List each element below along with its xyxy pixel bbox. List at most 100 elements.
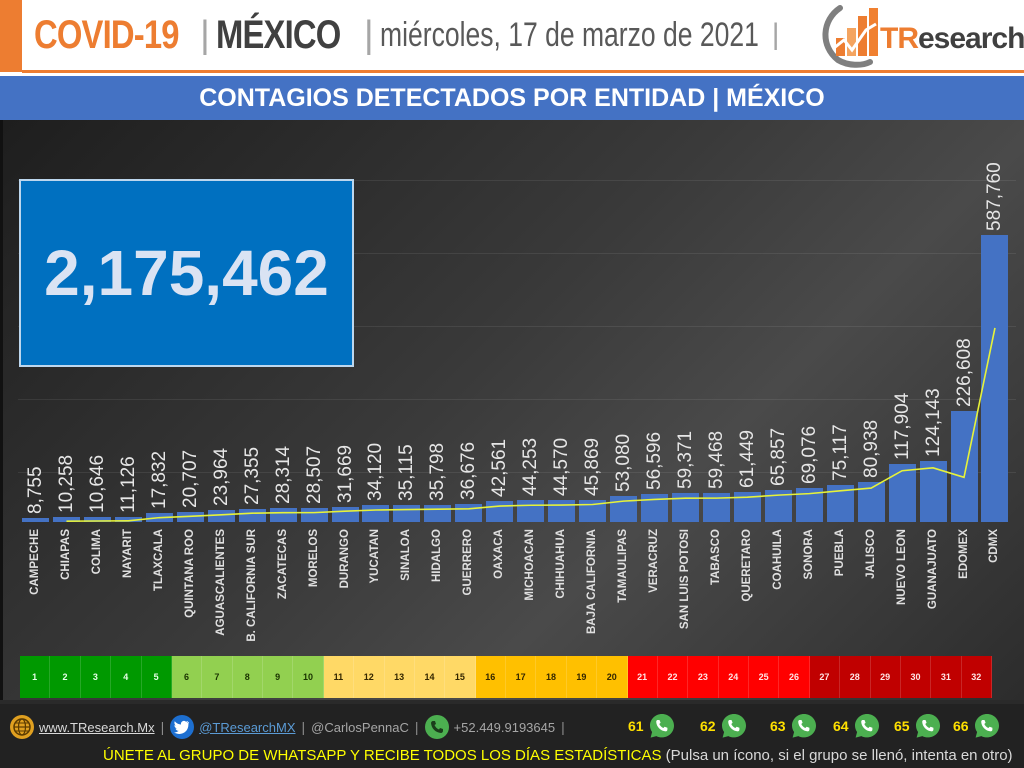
bar (517, 500, 545, 522)
whatsapp-icon[interactable] (790, 712, 818, 740)
rank-cell: 19 (566, 656, 598, 698)
bar (455, 504, 483, 522)
gridline (18, 180, 1016, 181)
footer-separator: | (301, 719, 306, 735)
whatsapp-icon[interactable] (914, 712, 942, 740)
category-label: AGUASCALIENTES (214, 529, 227, 636)
bar-value-label: 587,760 (984, 162, 1006, 231)
bar (300, 508, 328, 522)
logo-wordmark-rest: esearch (918, 22, 1024, 55)
whatsapp-icon[interactable] (853, 712, 881, 740)
globe-icon (10, 715, 34, 739)
twitter-handle-secondary[interactable]: @CarlosPennaC (311, 719, 409, 735)
category-label: B. CALIFORNIA SUR (245, 529, 258, 642)
title-separator: | (771, 18, 780, 51)
bar (857, 482, 885, 522)
rank-cell: 3 (80, 656, 112, 698)
whatsapp-group-button[interactable]: 64 (833, 712, 881, 740)
bar-value-label: 35,115 (396, 444, 418, 501)
rank-cell: 17 (506, 656, 537, 698)
category-label: NAYARIT (121, 529, 134, 578)
bar-value-label: 65,857 (767, 427, 789, 486)
bar-value-label: 56,596 (644, 432, 665, 491)
rank-cell: 14 (414, 656, 446, 698)
bar (114, 516, 142, 522)
bar-value-label: 10,646 (86, 454, 108, 513)
category-label: MORELOS (307, 529, 320, 588)
bar (919, 461, 947, 522)
phone-icon (424, 715, 449, 739)
bar-value-label: 117,904 (891, 393, 913, 461)
rank-cell: 15 (445, 656, 476, 698)
category-label: VERACRUZ (648, 529, 660, 593)
bar-value-label: 35,798 (427, 442, 449, 501)
rank-cell: 26 (779, 656, 810, 698)
whatsapp-group-button[interactable]: 65 (894, 712, 942, 740)
whatsapp-group-button[interactable]: 62 (700, 712, 748, 740)
whatsapp-group-button[interactable]: 61 (628, 712, 676, 740)
total-cases-value: 2,175,462 (44, 237, 329, 309)
chart-title: CONTAGIOS DETECTADOS POR ENTIDAD | MÉXIC… (199, 83, 825, 112)
bar (733, 491, 761, 522)
title-separator: | (200, 13, 210, 56)
bar-value-label: 20,707 (179, 449, 201, 508)
rank-cell: 20 (597, 656, 628, 698)
bar-value-label: 23,964 (210, 448, 232, 507)
rank-cell: 5 (141, 656, 172, 698)
category-label: CHIAPAS (59, 529, 72, 580)
bar (176, 511, 204, 522)
category-label: TLAXCALA (152, 529, 165, 591)
category-label: NUEVO LEON (895, 529, 908, 606)
whatsapp-group-number: 64 (833, 718, 849, 734)
bar-value-label: 226,608 (953, 338, 975, 408)
bar (145, 513, 173, 522)
rank-cell: 30 (900, 656, 932, 698)
rank-cell: 13 (384, 656, 415, 698)
category-label: COLIMA (90, 529, 103, 575)
bar-value-label: 28,314 (272, 446, 294, 505)
bar (610, 496, 638, 522)
chart-title-band: CONTAGIOS DETECTADOS POR ENTIDAD | MÉXIC… (0, 76, 1024, 120)
category-label: CHIHUAHUA (555, 529, 568, 599)
category-label: TABASCO (709, 529, 722, 586)
whatsapp-group-number: 61 (628, 718, 644, 734)
bar-value-label: 44,253 (520, 438, 542, 497)
category-label: ZACATECAS (276, 529, 289, 600)
phone-number: +52.449.9193645 (453, 719, 556, 735)
twitter-icon[interactable] (170, 715, 195, 739)
category-label: CAMPECHE (29, 529, 41, 595)
bar-value-label: 17,832 (148, 451, 170, 510)
logo-wordmark-tr: TR (880, 22, 919, 55)
header-underline (22, 70, 1024, 73)
gridline (18, 399, 1016, 400)
bar (269, 508, 297, 522)
bar (981, 235, 1009, 522)
website-link[interactable]: www.TResearch.Mx (39, 719, 155, 735)
category-label: MICHOACAN (524, 529, 537, 601)
twitter-handle-link[interactable]: @TResearchMX (199, 719, 296, 735)
title-date: miércoles, 17 de marzo de 2021 (379, 15, 759, 54)
bar-value-label: 45,869 (582, 437, 604, 496)
header-title: COVID-19 | MÉXICO | miércoles, 17 de mar… (34, 10, 780, 60)
category-label: PUEBLA (833, 529, 846, 577)
category-label: GUERRERO (462, 529, 475, 596)
title-country: MÉXICO (215, 12, 341, 57)
whatsapp-icon[interactable] (720, 712, 748, 740)
header-accent-bar (0, 0, 22, 72)
rank-cell: 31 (931, 656, 962, 698)
gridline (18, 253, 1016, 254)
bar-value-label: 69,076 (798, 426, 820, 485)
whatsapp-icon[interactable] (648, 712, 676, 740)
rank-cell: 10 (293, 656, 324, 698)
rank-cell: 21 (627, 656, 658, 698)
header: COVID-19 | MÉXICO | miércoles, 17 de mar… (0, 0, 1024, 73)
bar-value-label: 53,080 (613, 433, 635, 493)
whatsapp-group-button[interactable]: 66 (953, 712, 1001, 740)
rank-cell: 16 (475, 656, 506, 698)
whatsapp-group-button[interactable]: 63 (770, 712, 818, 740)
whatsapp-icon[interactable] (973, 712, 1001, 740)
category-label: COAHUILA (771, 529, 784, 590)
bar-value-label: 59,371 (674, 430, 696, 489)
category-label: EDOMEX (957, 529, 970, 579)
footer-separator: | (561, 719, 565, 735)
